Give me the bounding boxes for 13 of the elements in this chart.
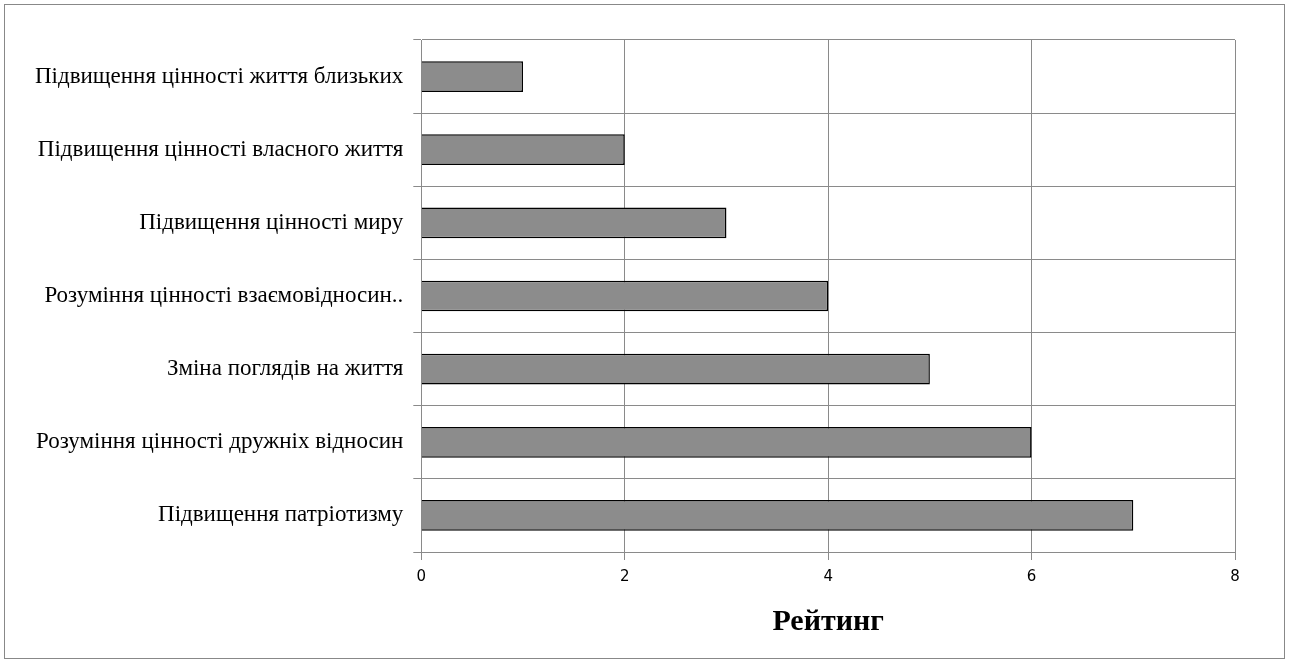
- y-tick-label: Підвищення цінності власного життя: [37, 135, 404, 161]
- x-tick-label: 2: [619, 566, 630, 585]
- x-tick-label: 0: [416, 566, 427, 585]
- x-tick-label: 4: [823, 566, 833, 585]
- y-tick-label: Підвищення цінності миру: [139, 208, 404, 234]
- x-tick-label: 6: [1026, 566, 1037, 585]
- y-tick-label: Розуміння цінності взаємовідносин..: [44, 282, 404, 308]
- y-tick-label: Підвищення цінності життя близьких: [35, 62, 404, 88]
- y-tick-label: Розуміння цінності дружніх відносин: [36, 428, 404, 454]
- x-tick-label: 8: [1230, 566, 1240, 585]
- x-axis-title: Рейтинг: [772, 602, 884, 636]
- y-tick-label: Зміна поглядів на життя: [166, 355, 404, 381]
- y-tick-label: Підвищення патріотизму: [158, 501, 404, 527]
